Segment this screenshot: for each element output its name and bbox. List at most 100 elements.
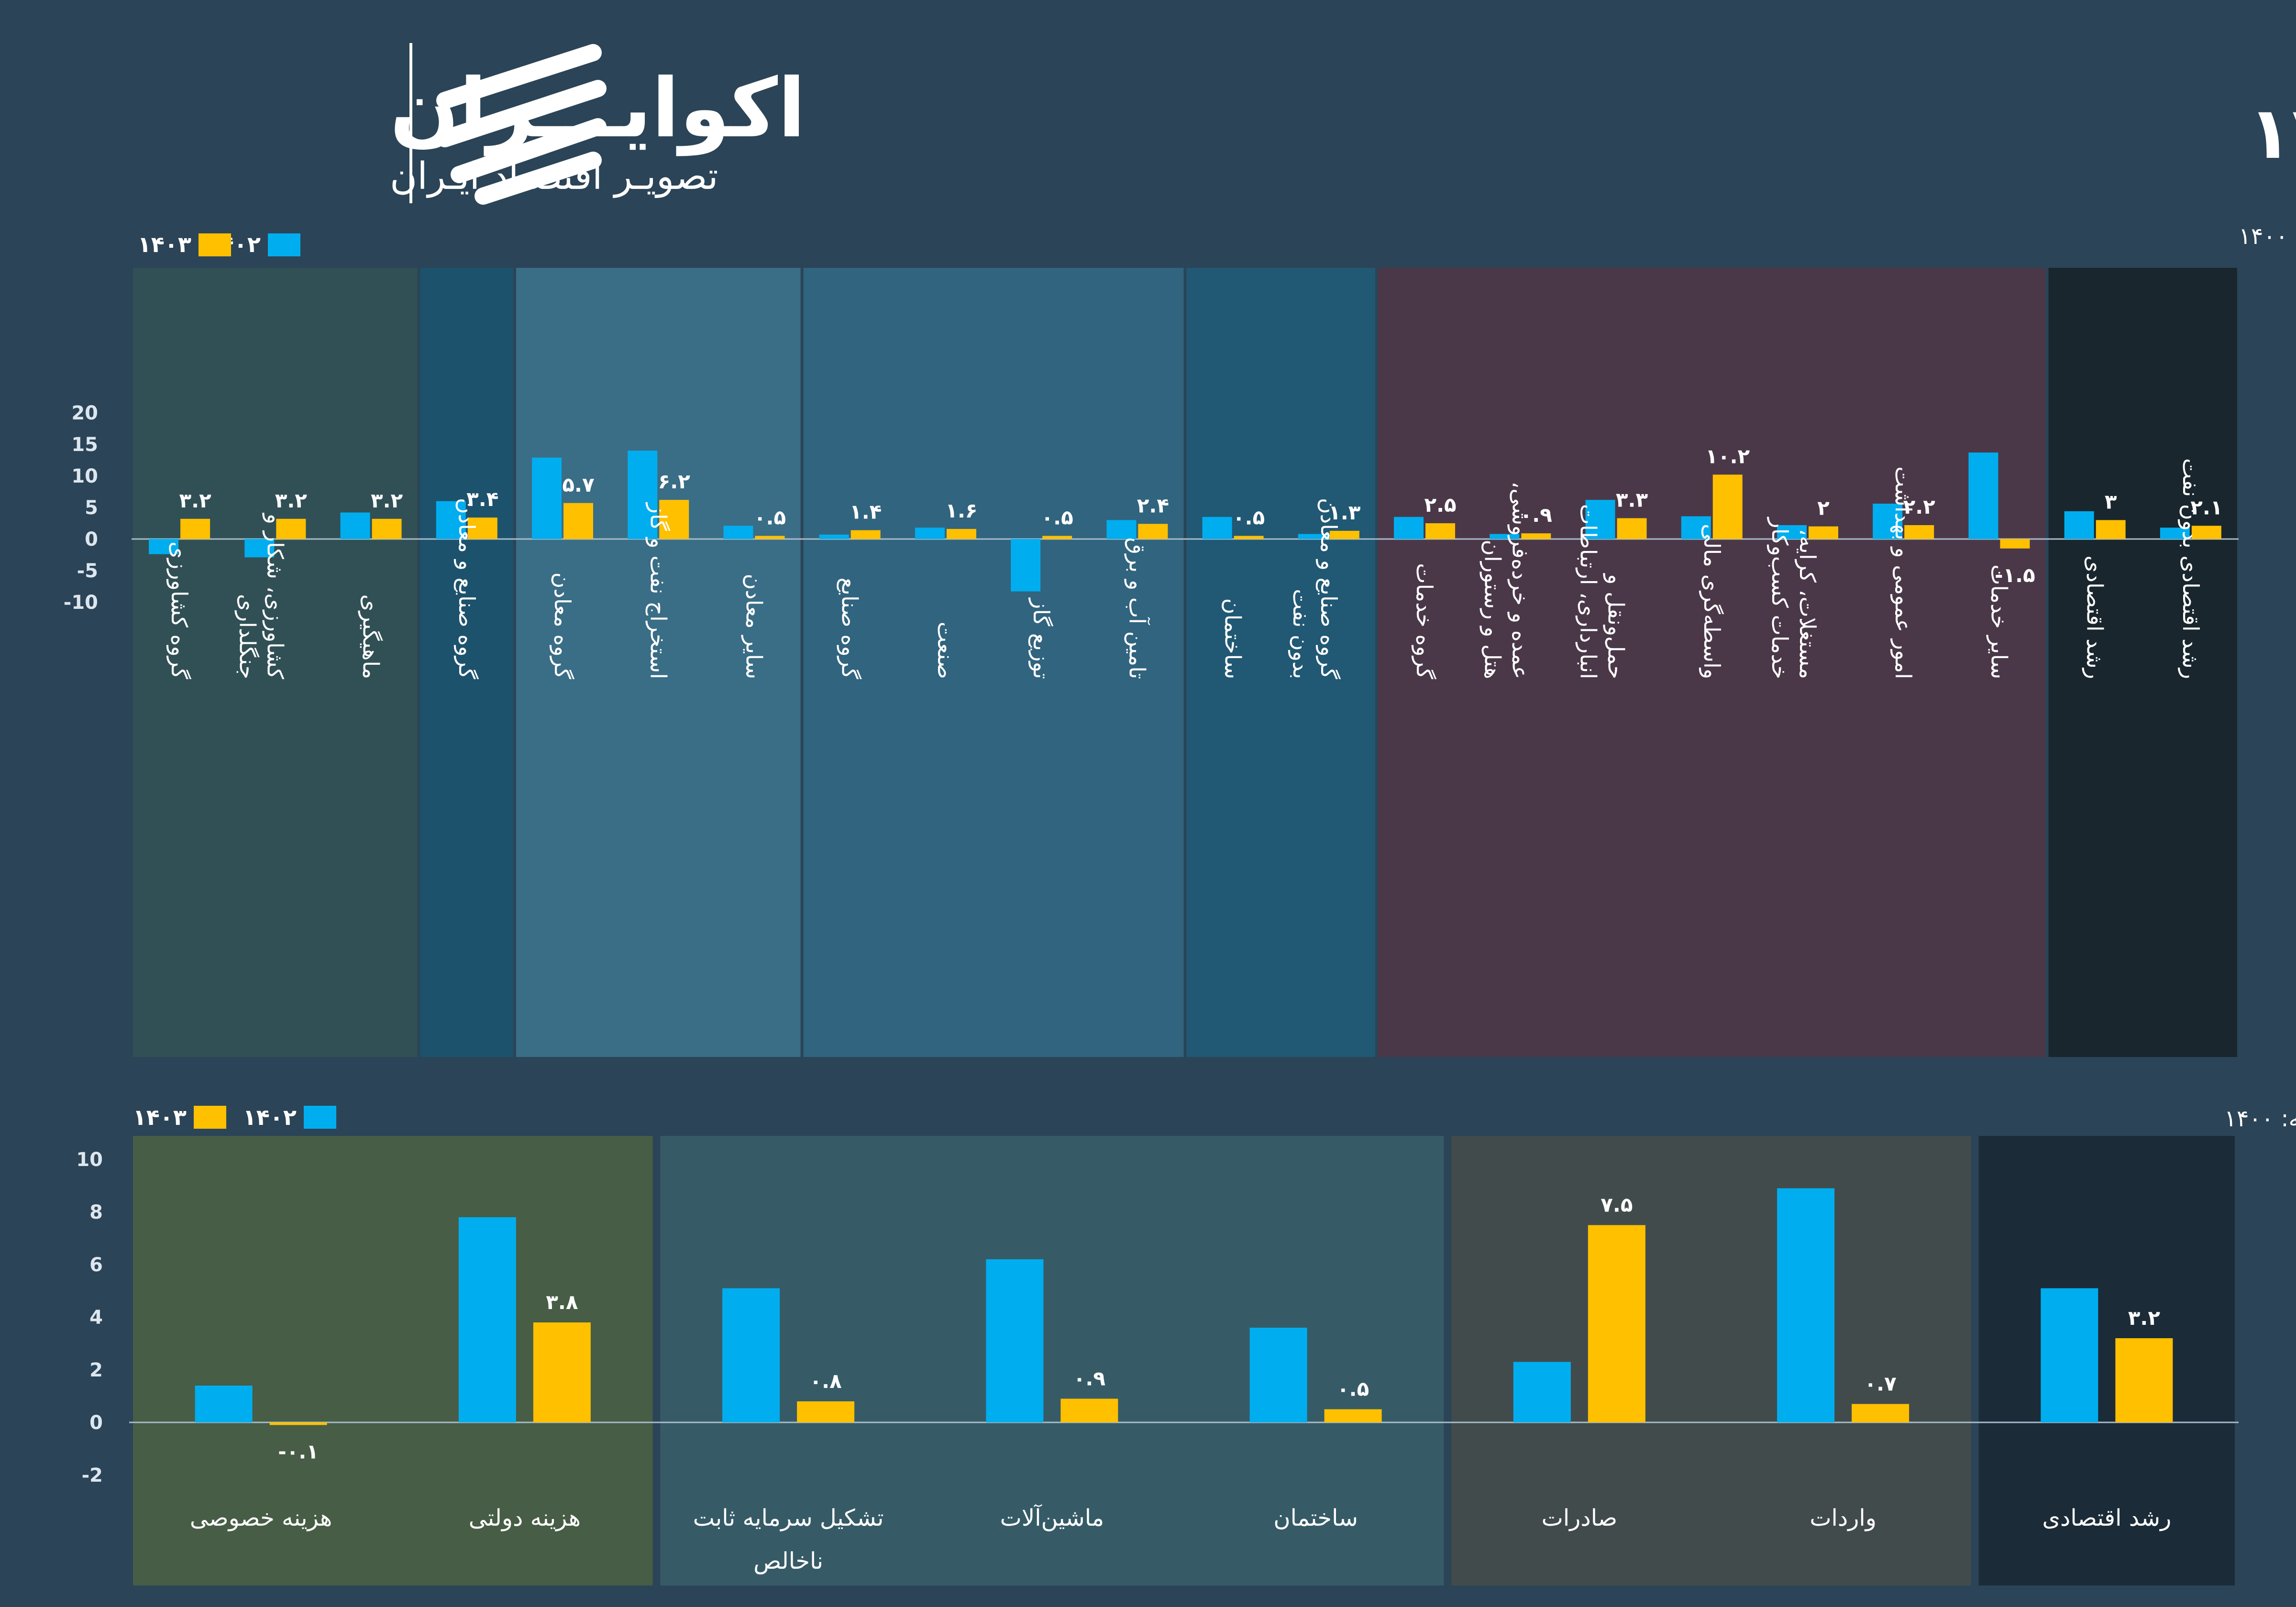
category-labels: گروه کشاورزی کشاورزی، شکار وجنگلداری ماهیگ… <box>166 458 2204 679</box>
category-label: گروه صنایع و معادن <box>453 498 480 679</box>
y-tick-label: 2 <box>89 1359 103 1381</box>
category-label-line: تشکیل سرمایه ثابت <box>693 1505 884 1531</box>
bar-1403 <box>2000 539 2030 549</box>
category-label: صادرات <box>1542 1505 1617 1531</box>
category-label: رشد اقتصادی بدون نفت <box>2177 458 2204 679</box>
data-label-1403: ۱.۳ <box>1328 501 1361 524</box>
data-label-1403: ۳.۲ <box>371 489 403 512</box>
panel-investment <box>660 1136 1444 1585</box>
data-label-1403: ۰.۵ <box>1041 506 1073 529</box>
y-tick-label: 8 <box>89 1201 103 1223</box>
logo-stroke <box>451 118 607 183</box>
bar-1402 <box>532 457 562 539</box>
category-label: هزینه خصوصی <box>190 1505 332 1531</box>
y-tick-label: 0 <box>89 1412 103 1434</box>
data-label-1403: ۳.۲ <box>275 489 308 512</box>
value-added-chart: ارزش‌افزوده – درصد – سال پایه: ۱۴۰۰ ۱۴۰۲… <box>64 223 2296 1057</box>
data-label-1403: -۱.۵ <box>1995 563 2035 587</box>
data-label-1403: ۲.۱ <box>2190 495 2222 519</box>
bar-1402 <box>915 528 945 539</box>
bar-1403 <box>850 530 881 539</box>
y-tick-label: 20 <box>71 402 98 424</box>
category-label: ماهیگیری <box>358 594 384 679</box>
category-label-line: هتل و رستوران <box>1479 539 1505 679</box>
data-label-1403: ۱۰.۲ <box>1705 444 1750 468</box>
category-label-line: مستغلات، کرایه، <box>1794 529 1821 679</box>
bar-1402 <box>195 1386 253 1422</box>
panels <box>133 1136 2235 1585</box>
y-tick-label: -5 <box>77 560 98 582</box>
category-label: واردات <box>1810 1505 1877 1531</box>
category-label: استخراج نفت و گاز <box>645 502 671 679</box>
expenditure-chart: هزینه (مخارج) – درصد – سال پایه: ۱۴۰۰ ۱۴… <box>76 1104 2296 1585</box>
bar-1402 <box>2160 528 2190 539</box>
brand-tagline: تصویـر اقتصـاد ایـران <box>390 155 718 198</box>
bar-1402 <box>2064 511 2094 539</box>
bar-1402 <box>1585 500 1615 539</box>
bar-1403 <box>1521 533 1551 539</box>
bar-1403 <box>2096 520 2126 539</box>
bar-1402 <box>1298 534 1328 539</box>
logo-stroke <box>436 44 602 109</box>
bar-1403 <box>1234 536 1264 539</box>
category-label: امور عمومی و بهداشت <box>1890 466 1916 679</box>
bar-1402 <box>1513 1362 1571 1422</box>
bar-1402 <box>436 501 466 539</box>
category-label: تامین آب و برق <box>1124 538 1150 679</box>
y-tick-label: 6 <box>89 1254 103 1276</box>
category-label: سایر معادن <box>740 574 767 679</box>
page-title: رشد اقتصادی ایران در سال ۱۴۰۳ <box>2248 92 2296 176</box>
category-label: ساختمان <box>1273 1505 1358 1531</box>
bar-1402 <box>1106 520 1137 539</box>
data-label-1403: -۰.۱ <box>278 1440 319 1464</box>
data-label-1403: ۶.۲ <box>658 470 691 493</box>
category-label: گروه خدمات <box>1411 563 1437 679</box>
panel-construction <box>1186 268 1375 1057</box>
bar-1403 <box>1329 530 1359 539</box>
bar-1402 <box>1777 525 1807 539</box>
bar-1402 <box>1394 517 1424 539</box>
category-label: رشد اقتصادی <box>2042 1505 2171 1531</box>
bar-1402 <box>1011 539 1041 592</box>
data-label-1403: ۱.۶ <box>945 499 977 522</box>
logo-stroke <box>436 80 607 147</box>
bar-1402 <box>458 1217 516 1422</box>
bar-1402 <box>819 534 849 539</box>
brand-logo-mark <box>436 44 607 205</box>
bar-1403 <box>2115 1338 2173 1422</box>
bar-1403 <box>1042 536 1072 539</box>
category-label: گروه معادن <box>549 572 575 679</box>
data-label-1403: ۰.۹ <box>1073 1367 1105 1390</box>
panel-trade <box>1451 1136 1971 1585</box>
panel-agriculture <box>133 268 418 1057</box>
category-label-line: ناخالص <box>753 1548 823 1574</box>
bars <box>149 451 2221 592</box>
category-label-line: عمده و خرده‌فروشی، <box>1507 482 1533 679</box>
bar-1403 <box>1138 524 1168 539</box>
bar-1402 <box>1777 1188 1835 1422</box>
data-label-1403: ۰.۹ <box>1520 503 1552 527</box>
chart-title: هزینه (مخارج) – درصد – سال پایه: ۱۴۰۰ <box>2224 1105 2296 1132</box>
category-label-line: جنگلداری <box>234 594 260 679</box>
category-label: صنعت <box>933 622 959 679</box>
bar-1403 <box>467 517 497 539</box>
data-label-1403: ۷.۵ <box>1601 1193 1633 1217</box>
bar-1403 <box>1425 523 1456 539</box>
data-labels: ۳.۲ ۳.۲ ۳.۲ ۳.۴ ۵.۷ ۶.۲ ۰.۵ ۱.۴ ۱.۶ ۰.۵ ۲.۴ ۰.۵ ۱.۳ ۲… <box>179 444 2222 586</box>
panel-industry-mining-total <box>420 268 513 1057</box>
bar-1403 <box>533 1322 591 1422</box>
bar-1403 <box>1852 1404 1910 1422</box>
category-label: ساختمان <box>1220 598 1246 679</box>
panel-services <box>1378 268 2046 1057</box>
data-label-1403: ۰.۸ <box>810 1369 842 1393</box>
category-label: کشاورزی، شکار وجنگلداری <box>234 513 288 679</box>
data-label-1403: ۰.۵ <box>1337 1377 1369 1401</box>
y-tick-label: 15 <box>71 434 98 456</box>
category-label: رشد اقتصادی <box>2082 555 2108 679</box>
category-label-line: کشاورزی، شکار و <box>262 513 288 679</box>
category-label: سایر خدمات <box>1986 564 2012 679</box>
y-tick-label: 10 <box>71 465 98 487</box>
category-label-line: گروه صنایع و معادن <box>1315 498 1342 679</box>
data-labels: -۰.۱ ۳.۸ ۰.۸ ۰.۹ ۰.۵ ۷.۵ ۰.۷ ۳.۲ <box>278 1193 2160 1464</box>
bar-1402 <box>1249 1328 1307 1422</box>
